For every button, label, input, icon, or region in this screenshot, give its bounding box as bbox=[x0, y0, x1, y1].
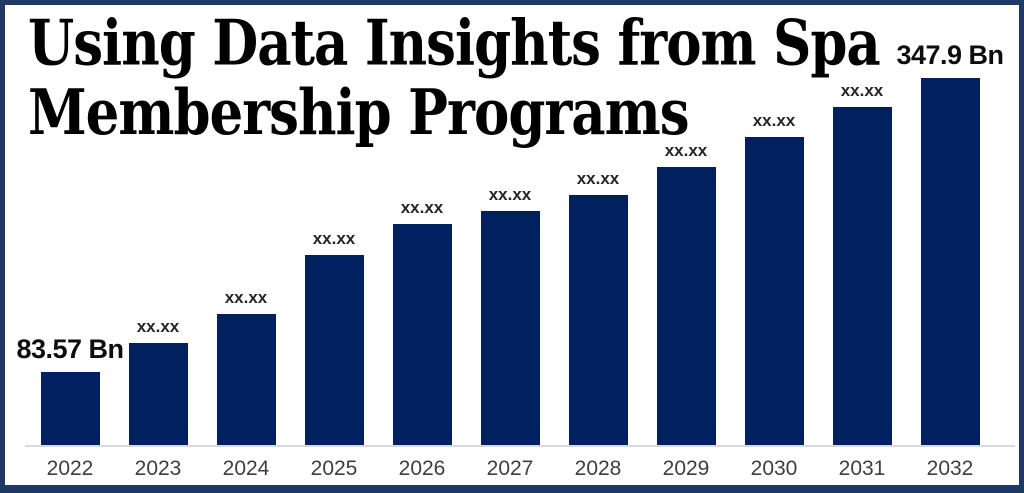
bar bbox=[832, 107, 892, 445]
bar-value-label: xx.xx bbox=[840, 81, 884, 100]
x-tick-label: 2025 bbox=[310, 457, 358, 480]
bar-column: xx.xx bbox=[202, 288, 290, 445]
bar-column: xx.xx bbox=[554, 169, 642, 445]
x-axis-tick-labels: 2022 2023 2024 2025 2026 2027 2028 2029 2030 2031… bbox=[26, 457, 994, 481]
bar-value-label: xx.xx bbox=[488, 185, 532, 204]
bar-column: xx.xx bbox=[642, 141, 730, 445]
x-tick-label: 2023 bbox=[134, 457, 182, 480]
x-tick-label: 2032 bbox=[926, 457, 974, 480]
x-tick-label: 2024 bbox=[222, 457, 270, 480]
x-tick-label: 2027 bbox=[486, 457, 534, 480]
bar bbox=[920, 78, 980, 445]
bar-value-label: 83.57 Bn bbox=[16, 334, 124, 364]
bar-column: xx.xx bbox=[818, 81, 906, 445]
bar-column: 83.57 Bn bbox=[16, 334, 124, 445]
bar bbox=[304, 255, 364, 445]
bar bbox=[480, 211, 540, 445]
bar bbox=[392, 224, 452, 445]
bar-columns: 83.57 Bn xx.xx xx.xx xx.xx xx.xx xx.xx xx.xx xx… bbox=[16, 5, 1004, 445]
bar-column: xx.xx bbox=[466, 185, 554, 445]
bar bbox=[744, 137, 804, 445]
bar-value-label: xx.xx bbox=[400, 198, 444, 217]
bar-column: xx.xx bbox=[378, 198, 466, 445]
bar-column: xx.xx bbox=[730, 111, 818, 445]
bar bbox=[568, 195, 628, 445]
x-tick-label: 2026 bbox=[398, 457, 446, 480]
chart-title: Using Data Insights from Spa Membership … bbox=[28, 6, 881, 150]
x-tick-label: 2031 bbox=[838, 457, 886, 480]
bar bbox=[216, 314, 276, 445]
bar-value-label: xx.xx bbox=[752, 111, 796, 130]
x-tick-label: 2028 bbox=[574, 457, 622, 480]
x-axis-line bbox=[25, 445, 1015, 447]
bar-value-label: xx.xx bbox=[224, 288, 268, 307]
bar bbox=[128, 343, 188, 445]
bar-column: 347.9 Bn bbox=[896, 40, 1004, 445]
chart-title-line1: Using Data Insights from Spa bbox=[28, 6, 881, 80]
bar-value-label: xx.xx bbox=[136, 317, 180, 336]
bar-column: xx.xx bbox=[290, 229, 378, 445]
x-tick-label: 2022 bbox=[46, 457, 94, 480]
bar-value-label: xx.xx bbox=[664, 141, 708, 160]
bar-column: xx.xx bbox=[114, 317, 202, 445]
chart-title-line2: Membership Programs bbox=[28, 76, 690, 150]
bar-value-label: 347.9 Bn bbox=[896, 40, 1004, 70]
bar-value-label: xx.xx bbox=[312, 229, 356, 248]
x-tick-label: 2029 bbox=[662, 457, 710, 480]
x-tick-label: 2030 bbox=[750, 457, 798, 480]
bar-value-label: xx.xx bbox=[576, 169, 620, 188]
bar bbox=[656, 167, 716, 445]
bar bbox=[40, 372, 100, 445]
